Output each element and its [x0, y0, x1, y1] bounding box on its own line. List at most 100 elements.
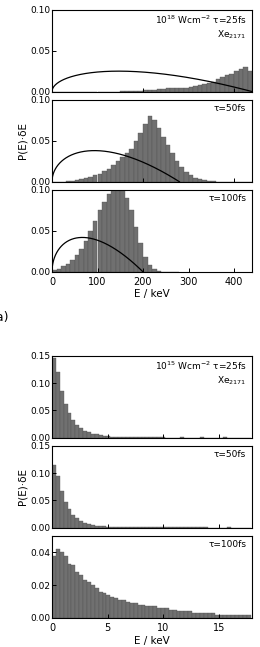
Bar	[99, 591, 103, 618]
Bar	[169, 609, 173, 618]
Bar	[143, 90, 148, 92]
Bar	[79, 575, 83, 618]
Text: (a): (a)	[0, 311, 9, 324]
Bar	[118, 600, 122, 618]
Text: 10$^{18}$ Wcm$^{-2}$ τ=25fs
Xe$_{2171}$: 10$^{18}$ Wcm$^{-2}$ τ=25fs Xe$_{2171}$	[155, 14, 246, 41]
Bar	[166, 89, 170, 92]
Bar	[204, 613, 208, 618]
Bar	[56, 476, 60, 528]
Text: 10$^{15}$ Wcm$^{-2}$ τ=25fs
Xe$_{2171}$: 10$^{15}$ Wcm$^{-2}$ τ=25fs Xe$_{2171}$	[155, 360, 246, 388]
Bar	[60, 490, 64, 528]
Bar	[75, 180, 79, 182]
Bar	[180, 611, 184, 618]
Bar	[173, 609, 177, 618]
Bar	[184, 611, 188, 618]
Bar	[98, 210, 102, 272]
Bar	[91, 434, 95, 437]
Bar	[64, 556, 68, 618]
Bar	[57, 269, 61, 272]
Bar	[56, 372, 60, 437]
Bar	[52, 465, 56, 528]
Bar	[134, 141, 138, 182]
Bar	[103, 526, 107, 528]
Bar	[52, 358, 56, 437]
Bar	[95, 588, 99, 618]
Bar	[64, 501, 68, 528]
Bar	[114, 527, 118, 528]
Bar	[95, 525, 99, 528]
Bar	[152, 90, 157, 92]
Bar	[98, 173, 102, 182]
Bar	[72, 514, 75, 528]
Bar	[91, 585, 95, 618]
Bar	[75, 424, 79, 437]
Bar	[75, 572, 79, 618]
Bar	[165, 608, 169, 618]
Text: τ=100fs: τ=100fs	[208, 540, 246, 549]
Bar	[87, 582, 91, 618]
Bar	[66, 264, 70, 272]
Bar	[138, 133, 143, 182]
Bar	[138, 91, 143, 92]
Bar	[120, 91, 125, 92]
Bar	[188, 87, 193, 92]
Bar	[84, 179, 88, 182]
Bar	[72, 420, 75, 437]
Bar	[83, 580, 87, 618]
Bar	[79, 179, 84, 182]
Bar	[239, 69, 243, 92]
Bar	[125, 198, 129, 272]
Bar	[102, 203, 107, 272]
Bar	[184, 172, 188, 182]
Bar	[75, 518, 79, 528]
Bar	[83, 523, 87, 528]
Bar	[161, 608, 165, 618]
Bar	[70, 259, 75, 272]
Bar	[188, 175, 193, 182]
Bar	[107, 595, 110, 618]
Bar	[75, 256, 79, 272]
Bar	[110, 527, 114, 528]
Bar	[143, 124, 148, 182]
Bar	[216, 615, 219, 618]
Bar	[179, 87, 184, 92]
Bar	[60, 553, 64, 618]
Bar	[216, 80, 220, 92]
Bar	[79, 249, 84, 272]
Bar	[211, 82, 216, 92]
Bar	[184, 87, 188, 92]
Bar	[72, 565, 75, 618]
Bar	[157, 608, 161, 618]
Text: τ=50fs: τ=50fs	[214, 450, 246, 459]
Bar	[196, 613, 200, 618]
Bar	[129, 91, 134, 92]
Bar	[223, 615, 227, 618]
Bar	[243, 615, 247, 618]
Bar	[116, 182, 120, 272]
Bar	[87, 524, 91, 528]
Bar	[152, 269, 157, 272]
Bar	[84, 241, 88, 272]
Bar	[161, 137, 166, 182]
X-axis label: E / keV: E / keV	[134, 289, 170, 300]
Bar	[52, 556, 56, 618]
Bar	[107, 169, 111, 182]
Bar	[91, 525, 95, 528]
Bar	[99, 526, 103, 528]
Bar	[93, 175, 98, 182]
Bar	[152, 120, 157, 182]
Bar	[107, 436, 110, 437]
Bar	[141, 605, 145, 618]
Bar	[64, 404, 68, 437]
Bar	[234, 71, 239, 92]
Bar	[99, 435, 103, 437]
Bar	[145, 606, 149, 618]
Bar	[157, 271, 161, 272]
Bar	[157, 89, 161, 92]
Text: τ=50fs: τ=50fs	[214, 104, 246, 113]
Bar	[103, 436, 107, 437]
Bar	[79, 428, 83, 437]
Bar	[235, 615, 239, 618]
Bar	[83, 430, 87, 437]
Bar	[107, 194, 111, 272]
